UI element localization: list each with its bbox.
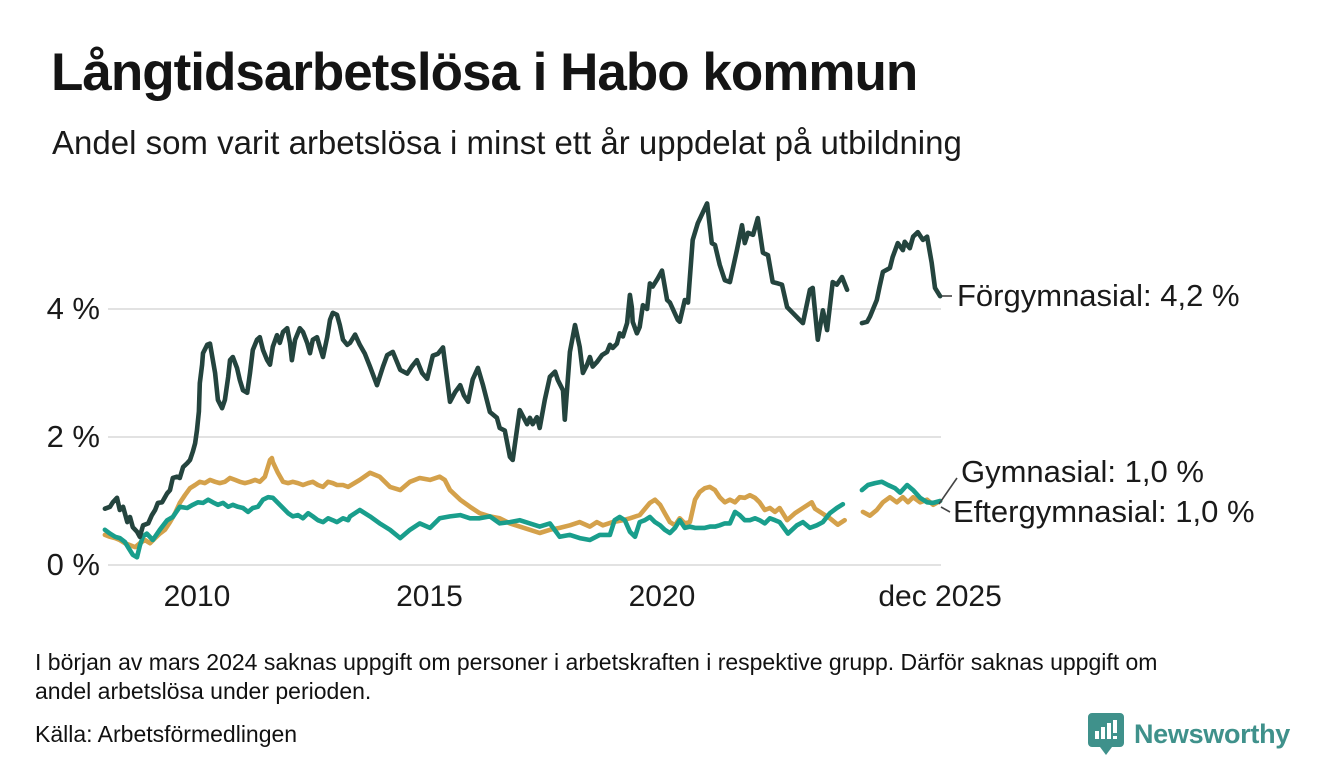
y-tick-4: 4 % xyxy=(46,291,100,326)
newsworthy-pin-icon xyxy=(1087,713,1124,755)
y-tick-2: 2 % xyxy=(46,419,100,454)
x-tick-dec-2025: dec 2025 xyxy=(878,580,1002,613)
logo-exclamation-dot xyxy=(1112,736,1117,739)
end-label-gymnasial: Gymnasial: 1,0 % xyxy=(961,454,1204,489)
series-line-gymnasial-seg1 xyxy=(102,455,848,550)
series-line-förgymnasial-seg2 xyxy=(859,229,943,326)
logo-bar-2 xyxy=(1100,727,1105,739)
series-line-gymnasial-seg2 xyxy=(860,494,943,519)
leader-gymnasial xyxy=(938,477,958,505)
logo-bar-3 xyxy=(1106,723,1111,739)
series-line-förgymnasial-seg1 xyxy=(102,201,850,540)
footnote-line-1: I början av mars 2024 saknas uppgift om … xyxy=(35,649,1158,675)
end-label-förgymnasial: Förgymnasial: 4,2 % xyxy=(957,278,1240,313)
series-line-eftergymnasial-seg2 xyxy=(859,479,943,506)
end-label-eftergymnasial: Eftergymnasial: 1,0 % xyxy=(953,494,1255,529)
newsworthy-logo: Newsworthy xyxy=(1087,712,1290,756)
y-tick-0: 0 % xyxy=(46,547,100,582)
x-tick-2015: 2015 xyxy=(396,580,463,613)
chart-footnote: I början av mars 2024 saknas uppgift om … xyxy=(35,648,1157,706)
leader-eftergymnasial xyxy=(940,506,951,513)
newsworthy-wordmark: Newsworthy xyxy=(1133,718,1290,749)
page-subtitle: Andel som varit arbetslösa i minst ett å… xyxy=(52,124,962,161)
footnote-line-2: andel arbetslösa under perioden. xyxy=(35,678,372,704)
logo-exclamation-bar xyxy=(1112,720,1117,733)
x-tick-2020: 2020 xyxy=(628,580,696,613)
source-label: Källa: Arbetsförmedlingen xyxy=(35,721,298,747)
logo-bar-1 xyxy=(1094,731,1099,739)
x-tick-2010: 2010 xyxy=(163,580,231,613)
page-title: Långtidsarbetslösa i Habo kommun xyxy=(51,43,918,102)
series-line-eftergymnasial-seg1 xyxy=(102,494,846,560)
